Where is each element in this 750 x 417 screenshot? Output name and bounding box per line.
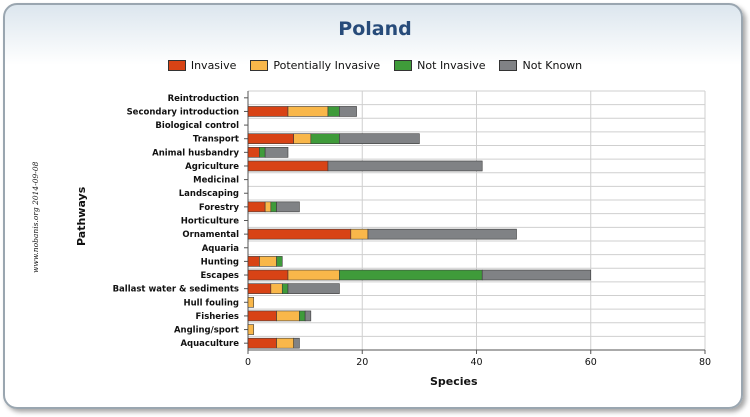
bar-segment <box>247 283 272 294</box>
legend-label: Not Known <box>522 59 583 72</box>
legend-label: Potentially Invasive <box>273 59 381 72</box>
bar-segment <box>264 201 272 213</box>
category-label: Reintroduction <box>168 94 239 104</box>
category-label: Biological control <box>155 121 239 131</box>
category-label: Animal husbandry <box>152 148 239 158</box>
bar-segment <box>350 228 369 240</box>
bar-segment <box>247 201 266 213</box>
category-label: Hunting <box>201 257 239 267</box>
category-label: Ornamental <box>182 230 239 240</box>
bar-segment <box>367 228 517 240</box>
bar-segment <box>293 337 300 349</box>
bar-segment <box>247 147 260 158</box>
x-tick-label: 60 <box>585 357 597 368</box>
x-tick-label: 80 <box>699 357 711 368</box>
legend-item: Not Invasive <box>394 59 485 72</box>
category-label: Fisheries <box>195 312 239 322</box>
bar-segment <box>270 201 277 213</box>
legend-item: Invasive <box>167 59 237 72</box>
x-tick-label: 20 <box>356 357 368 368</box>
category-label: Medicinal <box>193 176 239 186</box>
x-tick-label: 40 <box>470 357 482 368</box>
bar-segment <box>247 337 277 349</box>
x-axis-label: Species <box>430 375 478 388</box>
chart-title: Poland <box>338 18 412 40</box>
bar-segment <box>481 269 592 281</box>
category-label: Agriculture <box>185 162 239 172</box>
category-label: Escapes <box>200 271 239 281</box>
category-label: Aquaculture <box>180 339 239 349</box>
bar-segment <box>247 296 255 308</box>
bar-segment <box>327 160 483 172</box>
bar-segment <box>339 269 483 281</box>
bar-segment <box>276 337 295 349</box>
bar-segment <box>276 256 283 267</box>
bar-segment <box>259 147 266 158</box>
legend-swatch <box>250 60 269 71</box>
category-label: Horticulture <box>181 217 239 227</box>
category-label: Landscaping <box>179 189 239 199</box>
category-label: Ballast water & sediments <box>113 285 239 295</box>
bar-segment <box>259 256 277 267</box>
category-label: Transport <box>193 135 239 145</box>
legend-item: Not Known <box>499 59 582 72</box>
x-tick-label: 0 <box>245 357 251 368</box>
bar-segment <box>270 283 283 294</box>
bar-segment <box>339 106 357 117</box>
bar-segment <box>247 160 329 172</box>
bar-segment <box>247 324 255 335</box>
bar-segment <box>339 133 420 145</box>
bar-segment <box>247 310 277 322</box>
bar-segment <box>247 269 289 281</box>
category-label: Hull fouling <box>183 298 239 308</box>
category-label: Angling/sport <box>174 326 239 336</box>
legend-item: Potentially Invasive <box>250 59 380 72</box>
legend-swatch <box>394 60 413 71</box>
bar-segment <box>264 147 289 158</box>
legend-swatch <box>499 60 518 71</box>
category-label: Secondary introduction <box>127 107 239 117</box>
bar-segment <box>247 256 260 267</box>
bar-segment <box>304 310 312 322</box>
bar-segment <box>293 133 312 145</box>
bar-segment <box>276 310 300 322</box>
bar-segment <box>327 106 340 117</box>
bar-segment <box>247 133 295 145</box>
bar-segment <box>247 106 289 117</box>
bar-segment <box>299 310 306 322</box>
bar-segment <box>287 269 340 281</box>
bar-segment <box>276 201 300 213</box>
legend-label: Invasive <box>190 59 237 72</box>
legend-label: Not Invasive <box>417 59 486 72</box>
category-label: Forestry <box>199 203 240 213</box>
legend-swatch <box>167 60 186 71</box>
bar-segment <box>287 106 329 117</box>
bar-segment <box>247 228 352 240</box>
legend: Invasive Potentially Invasive Not Invasive… <box>0 59 750 72</box>
bar-segment <box>310 133 340 145</box>
category-label: Aquaria <box>202 244 240 254</box>
bar-segment <box>281 283 289 294</box>
bar-segment <box>287 283 340 294</box>
